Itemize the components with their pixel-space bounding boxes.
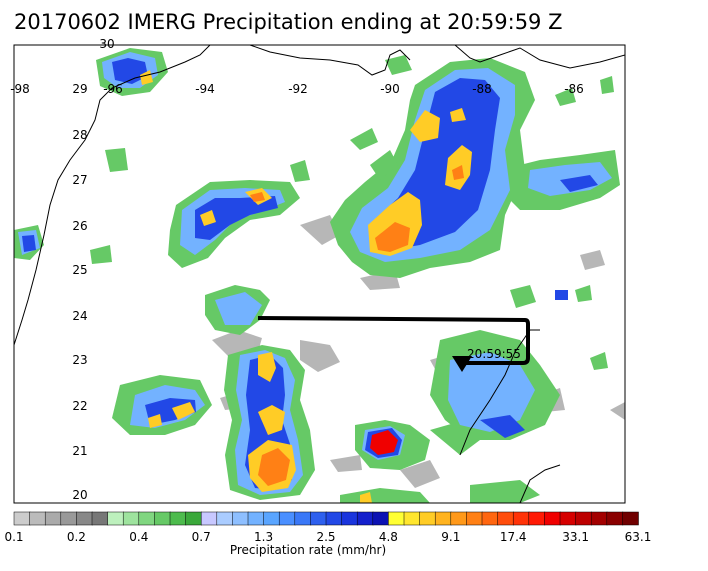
colorbar-tick-label: 2.5: [316, 530, 335, 544]
lat-label: 30: [99, 37, 114, 51]
colorbar-swatch: [294, 511, 312, 526]
lat-label: 26: [72, 219, 87, 233]
colorbar-swatch: [544, 511, 561, 526]
lon-label: -94: [195, 82, 215, 96]
colorbar-swatch: [44, 511, 62, 526]
coastline: [14, 45, 625, 503]
colorbar-swatch: [388, 511, 405, 526]
colorbar-swatch: [497, 511, 514, 526]
lat-label: 22: [72, 399, 87, 413]
colorbar-swatch: [575, 511, 592, 526]
colorbar-tick-label: 0.4: [129, 530, 148, 544]
colorbar-swatch: [590, 511, 608, 526]
colorbar-swatch: [232, 511, 249, 526]
colorbar-swatch: [341, 511, 358, 526]
colorbar-swatch: [450, 511, 468, 526]
colorbar-tick-label: 4.8: [379, 530, 398, 544]
colorbar-swatch: [185, 511, 202, 526]
latitude-labels: 30 29 28 27 26 25 24 23 22 21 20: [72, 37, 114, 502]
colorbar: [13, 511, 639, 526]
colorbar-swatch: [528, 511, 546, 526]
colorbar-tick-label: 0.2: [67, 530, 86, 544]
lat-label: 29: [72, 82, 87, 96]
colorbar-swatch: [356, 511, 374, 526]
lat-label: 25: [72, 263, 87, 277]
colorbar-tick-label: 17.4: [500, 530, 527, 544]
colorbar-swatch: [372, 511, 390, 526]
colorbar-swatch: [310, 511, 327, 526]
colorbar-tick-label: 0.7: [192, 530, 211, 544]
lat-label: 27: [72, 173, 87, 187]
colorbar-swatch: [481, 511, 499, 526]
colorbar-swatch: [419, 511, 436, 526]
colorbar-swatch: [247, 511, 265, 526]
lon-label: -88: [472, 82, 492, 96]
colorbar-tick-label: 63.1: [625, 530, 652, 544]
lon-label: -92: [288, 82, 308, 96]
colorbar-swatch: [434, 511, 452, 526]
lat-label: 21: [72, 444, 87, 458]
colorbar-swatch: [169, 511, 187, 526]
colorbar-swatch: [60, 511, 78, 526]
colorbar-tick-label: 33.1: [562, 530, 589, 544]
lon-label: -90: [380, 82, 400, 96]
colorbar-swatch: [122, 511, 140, 526]
colorbar-swatch: [559, 511, 577, 526]
colorbar-tick-label: 0.1: [4, 530, 23, 544]
colorbar-swatch: [403, 511, 421, 526]
precipitation-layer: [14, 48, 625, 503]
colorbar-swatch: [29, 511, 46, 526]
lat-label: 28: [72, 128, 87, 142]
colorbar-swatch: [200, 511, 218, 526]
colorbar-swatch: [263, 511, 280, 526]
colorbar-swatch: [278, 511, 296, 526]
colorbar-tick-label: 9.1: [441, 530, 460, 544]
colorbar-tick-label: 1.3: [254, 530, 273, 544]
lat-label: 23: [72, 353, 87, 367]
colorbar-swatch: [606, 511, 624, 526]
satellite-track: 20:59:55: [257, 316, 530, 372]
colorbar-swatch: [216, 511, 234, 526]
map-frame: [13, 44, 626, 504]
lon-label: -86: [564, 82, 584, 96]
colorbar-swatch: [325, 511, 343, 526]
colorbar-swatch: [154, 511, 171, 526]
colorbar-swatch: [76, 511, 93, 526]
colorbar-swatch: [13, 511, 31, 526]
track-time-label: 20:59:55: [467, 347, 521, 361]
colorbar-swatch: [466, 511, 483, 526]
lat-label: 20: [72, 488, 87, 502]
colorbar-swatch: [107, 511, 124, 526]
lat-label: 24: [72, 309, 87, 323]
lon-label: -96: [103, 82, 123, 96]
track-line: [257, 316, 530, 365]
map-title: 20170602 IMERG Precipitation ending at 2…: [14, 10, 563, 34]
colorbar-ticks: 0.1 0.2 0.4 0.7 1.3 2.5 4.8 9.1 17.4 33.1 63.1: [4, 530, 651, 544]
lon-label: -98: [10, 82, 30, 96]
colorbar-swatch: [91, 511, 109, 526]
colorbar-swatch: [138, 511, 156, 526]
longitude-labels: -98 -96 -94 -92 -90 -88 -86: [10, 82, 584, 96]
track-arrow-icon: [452, 356, 472, 372]
colorbar-swatch: [622, 511, 639, 526]
colorbar-label: Precipitation rate (mm/hr): [230, 543, 386, 557]
colorbar-swatch: [512, 511, 530, 526]
